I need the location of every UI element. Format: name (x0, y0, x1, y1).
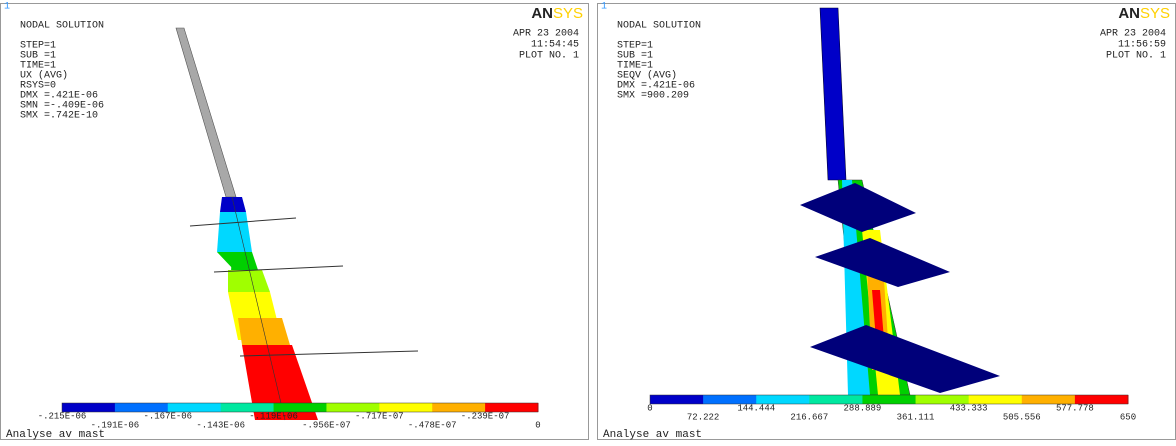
legend-label: -.143E-06 (196, 420, 245, 430)
legend-label: -.239E-07 (461, 411, 510, 421)
footer: Analyse av mast (6, 429, 105, 441)
legend-label: 0 (535, 420, 540, 430)
legend-label: -.717E-07 (355, 411, 404, 421)
legend-label: -.119E-06 (249, 411, 298, 421)
window-number: 1 (601, 2, 607, 13)
legend-label: 288.889 (844, 403, 882, 413)
date-line: 11:56:59 (1118, 40, 1166, 51)
screenshot: 1NODAL SOLUTIONSTEP=1SUB =1TIME=1UX (AVG… (0, 0, 1176, 441)
legend-swatch (650, 395, 704, 404)
date-line: PLOT NO. 1 (519, 51, 579, 62)
date-line: PLOT NO. 1 (1106, 51, 1166, 62)
legend-label: -.215E-06 (38, 411, 87, 421)
logo-light: SYS (1140, 5, 1170, 22)
legend-label: 72.222 (687, 412, 719, 422)
logo: ANSYS (1118, 5, 1170, 22)
date-line: APR 23 2004 (1100, 29, 1166, 40)
logo-bold: AN (1118, 5, 1140, 22)
window-number: 1 (4, 2, 10, 13)
date-line: APR 23 2004 (513, 29, 579, 40)
header-line: NODAL SOLUTION (20, 21, 104, 32)
header-line: SMX =900.209 (617, 91, 689, 102)
footer: Analyse av mast (603, 429, 702, 441)
legend-label: 216.667 (790, 412, 828, 422)
header-line: SMX =.742E-10 (20, 111, 98, 122)
legend-label: 505.556 (1003, 412, 1041, 422)
right-model (800, 8, 1000, 395)
legend-label: 0 (647, 403, 652, 413)
legend-label: 650 (1120, 412, 1136, 422)
legend-label: -.478E-07 (408, 420, 457, 430)
legend-label: 577.778 (1056, 403, 1094, 413)
logo-light: SYS (553, 5, 583, 22)
legend-label: 144.444 (737, 403, 775, 413)
logo-bold: AN (531, 5, 553, 22)
legend-label: 361.111 (897, 412, 935, 422)
header-line: NODAL SOLUTION (617, 21, 701, 32)
legend-label: -.956E-07 (302, 420, 351, 430)
logo: ANSYS (531, 5, 583, 22)
left-model (176, 28, 418, 420)
legend-label: 433.333 (950, 403, 988, 413)
date-line: 11:54:45 (531, 40, 579, 51)
legend-label: -.167E-06 (143, 411, 192, 421)
